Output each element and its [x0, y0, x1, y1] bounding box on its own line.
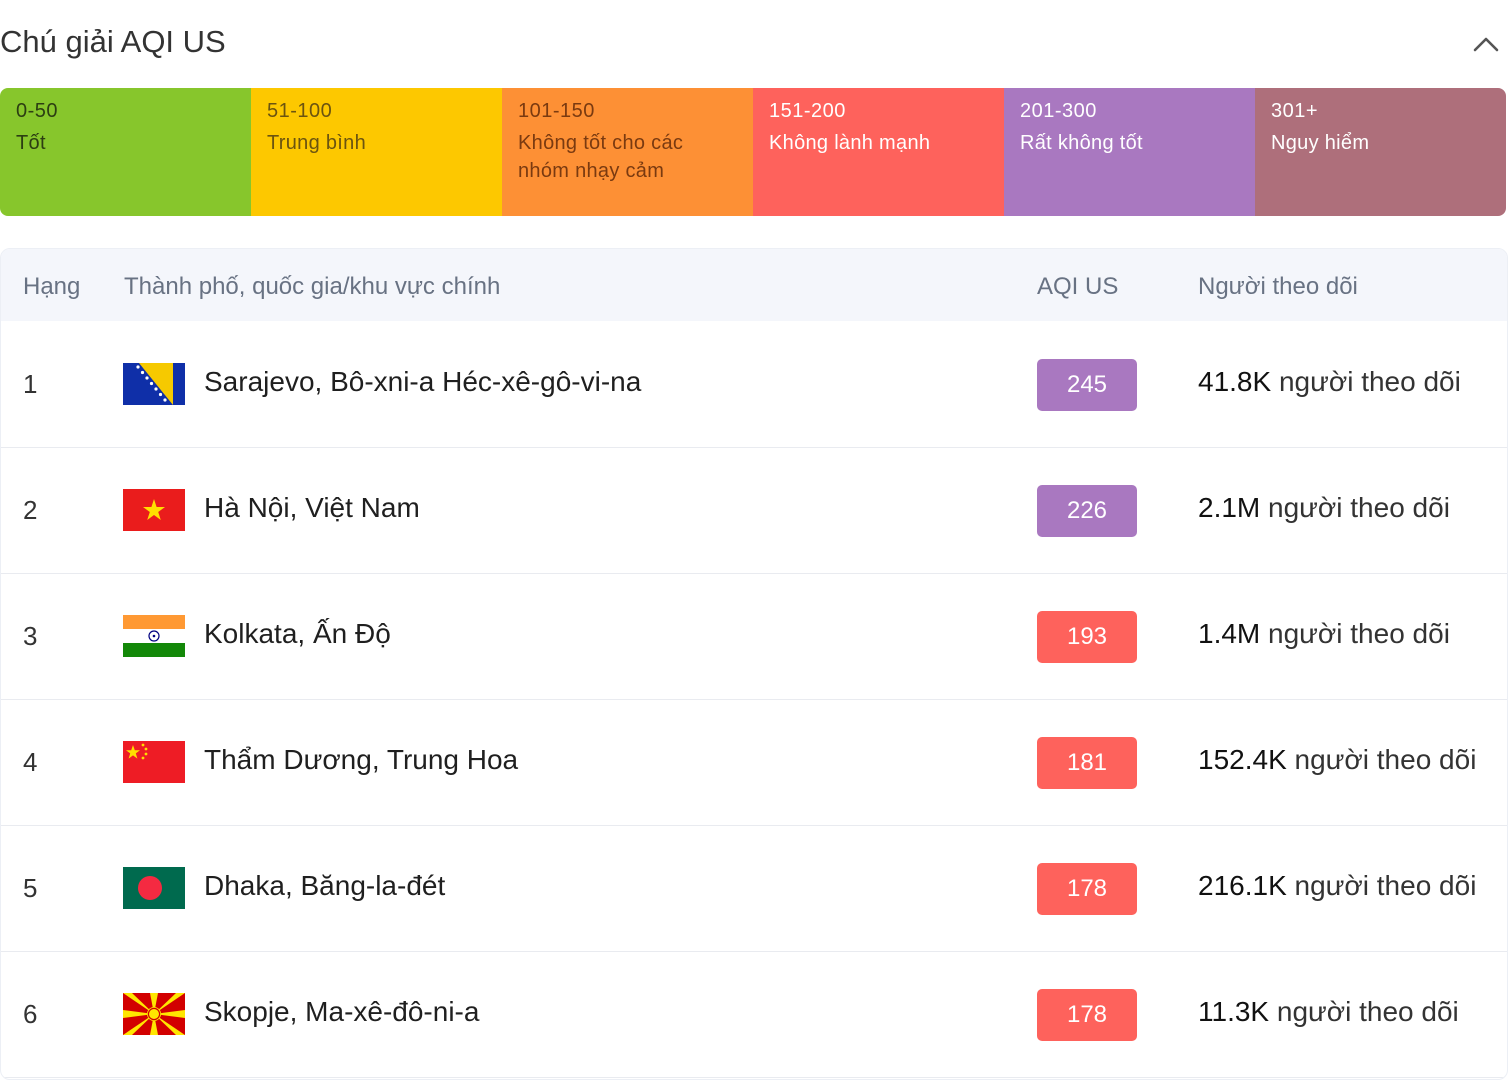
follower-number: 2.1M [1198, 492, 1261, 523]
table-row[interactable]: 2 Hà Nội, Việt Nam 226 2.1M người theo d… [1, 447, 1507, 574]
follower-number: 152.4K [1198, 744, 1287, 775]
follower-count: 41.8K người theo dõi [1198, 366, 1461, 398]
china-flag-icon [123, 741, 185, 783]
city-name[interactable]: Dhaka, Băng-la-đét [204, 870, 446, 901]
legend-segment-good: 0-50 Tốt [0, 88, 251, 216]
rank-number: 2 [23, 495, 38, 525]
legend-title: Chú giải AQI US [0, 24, 226, 59]
rank-number: 3 [23, 621, 38, 651]
follower-number: 11.3K [1198, 996, 1270, 1027]
follower-suffix: người theo dõi [1276, 996, 1459, 1027]
table-header: Hạng Thành phố, quốc gia/khu vực chính A… [1, 249, 1507, 321]
india-flag-icon [123, 615, 185, 657]
aqi-badge: 193 [1037, 611, 1137, 663]
header-followers[interactable]: Người theo dõi [1198, 273, 1358, 300]
aqi-badge: 226 [1037, 485, 1137, 537]
follower-suffix: người theo dõi [1268, 618, 1450, 649]
legend-segment-very-unhealthy: 201-300 Rất không tốt [1004, 88, 1255, 216]
follower-count: 2.1M người theo dõi [1198, 492, 1450, 524]
follower-count: 1.4M người theo dõi [1198, 618, 1450, 650]
legend-segment-unhealthy: 151-200 Không lành mạnh [753, 88, 1004, 216]
follower-count: 11.3K người theo dõi [1198, 996, 1459, 1028]
legend-range: 51-100 [267, 100, 333, 122]
city-ranking-table: Hạng Thành phố, quốc gia/khu vực chính A… [0, 248, 1508, 1080]
aqi-badge: 245 [1037, 359, 1137, 411]
follower-suffix: người theo dõi [1294, 870, 1477, 901]
legend-header: Chú giải AQI US [0, 0, 1508, 88]
legend-range: 0-50 [16, 100, 59, 122]
aqi-badge: 178 [1037, 863, 1137, 915]
legend-label: Rất không tốt [1020, 132, 1143, 154]
rank-number: 4 [23, 747, 38, 777]
header-city[interactable]: Thành phố, quốc gia/khu vực chính [124, 273, 501, 300]
city-name[interactable]: Hà Nội, Việt Nam [204, 492, 420, 523]
follower-count: 216.1K người theo dõi [1198, 870, 1476, 902]
legend-label: Tốt [16, 132, 46, 154]
rank-number: 6 [23, 999, 38, 1029]
city-name[interactable]: Thẩm Dương, Trung Hoa [204, 744, 519, 775]
legend-segment-moderate: 51-100 Trung bình [251, 88, 502, 216]
bosnia-flag-icon [123, 363, 185, 405]
header-aqi[interactable]: AQI US [1037, 273, 1119, 300]
aqi-badge: 178 [1037, 989, 1137, 1041]
legend-range: 201-300 [1020, 100, 1097, 122]
bangladesh-flag-icon [123, 867, 185, 909]
follower-number: 1.4M [1198, 618, 1261, 649]
rank-number: 1 [23, 369, 38, 399]
rank-number: 5 [23, 873, 38, 903]
follower-count: 152.4K người theo dõi [1198, 744, 1476, 776]
table-row[interactable]: 3 Kolkata, Ấn Độ 193 1.4M người theo dõi [1, 573, 1507, 700]
table-row[interactable]: 4 Thẩm Dương, Trung Hoa 181 152.4K người… [1, 699, 1507, 826]
legend-segment-sensitive: 101-150 Không tốt cho các nhóm nhạy cảm [502, 88, 753, 216]
header-rank[interactable]: Hạng [23, 273, 81, 300]
follower-number: 41.8K [1198, 366, 1272, 397]
legend-label: Không tốt cho các nhóm nhạy cảm [518, 132, 684, 182]
legend-label: Nguy hiểm [1271, 132, 1370, 154]
table-row[interactable]: 1 Sarajevo, Bô-xni-a Héc-xê-gô-vi-na 245… [1, 321, 1507, 448]
vietnam-flag-icon [123, 489, 185, 531]
follower-number: 216.1K [1198, 870, 1287, 901]
chevron-up-icon[interactable] [1468, 30, 1504, 60]
table-row[interactable]: 6 Skopje, Ma-xê-đô-ni-a 178 1 [1, 951, 1507, 1078]
legend-range: 151-200 [769, 100, 846, 122]
city-name[interactable]: Skopje, Ma-xê-đô-ni-a [204, 996, 480, 1027]
aqi-badge: 181 [1037, 737, 1137, 789]
follower-suffix: người theo dõi [1294, 744, 1477, 775]
city-name[interactable]: Sarajevo, Bô-xni-a Héc-xê-gô-vi-na [204, 366, 642, 397]
legend-label: Trung bình [267, 132, 366, 154]
legend-range: 101-150 [518, 100, 595, 122]
legend-range: 301+ [1271, 100, 1319, 122]
legend-segment-hazardous: 301+ Nguy hiểm [1255, 88, 1506, 216]
city-name[interactable]: Kolkata, Ấn Độ [204, 618, 391, 649]
aqi-legend-bar: 0-50 Tốt 51-100 Trung bình 101-150 Không… [0, 88, 1506, 216]
north-macedonia-flag-icon [123, 993, 185, 1035]
table-row[interactable]: 5 Dhaka, Băng-la-đét 178 216.1K người th… [1, 825, 1507, 952]
follower-suffix: người theo dõi [1268, 492, 1450, 523]
legend-label: Không lành mạnh [769, 132, 931, 154]
follower-suffix: người theo dõi [1278, 366, 1461, 397]
